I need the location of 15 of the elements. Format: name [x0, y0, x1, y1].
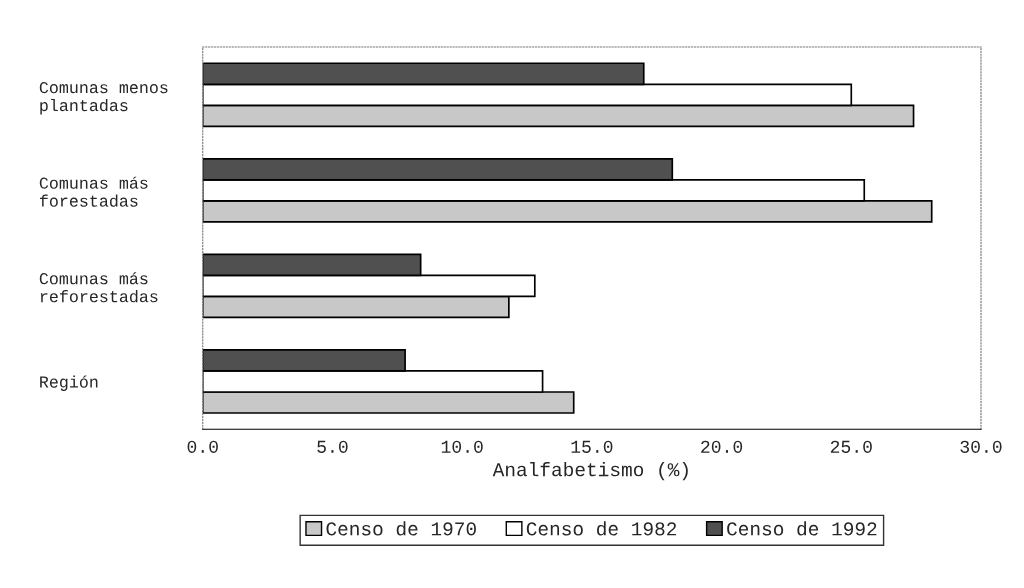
legend-label: Censo de 1970 — [326, 521, 476, 536]
x-tick-label: 30.0 — [960, 440, 1002, 453]
x-tick-label: 5.0 — [317, 440, 348, 453]
x-tick-label: 25.0 — [830, 440, 872, 453]
x-axis-title: Analfabetismo (%) — [492, 462, 688, 481]
legend-label: Censo de 1982 — [526, 521, 677, 536]
legend-label: Censo de 1992 — [727, 521, 877, 536]
y-tick-label: Región — [40, 375, 98, 391]
y-tick-label: Comunas menos plantadas — [39, 81, 168, 115]
y-tick-label: Comunas más reforestadas — [39, 272, 158, 303]
x-tick-label: 0.0 — [187, 440, 218, 453]
x-tick-label: 10.0 — [441, 440, 483, 453]
y-tick-label: Comunas más forestadas — [39, 176, 148, 207]
x-tick-label: 15.0 — [571, 440, 613, 453]
x-tick-label: 20.0 — [701, 440, 743, 453]
